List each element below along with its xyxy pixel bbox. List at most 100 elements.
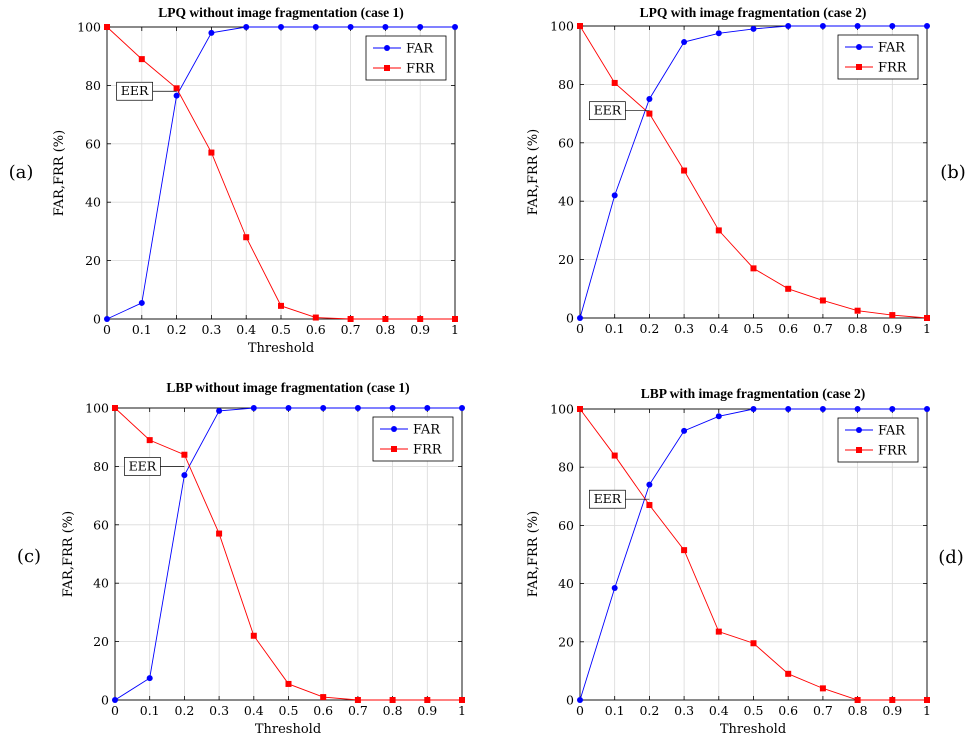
eer-label: EER xyxy=(594,491,622,506)
x-tick-label: 0.2 xyxy=(639,703,659,718)
y-tick-label: 40 xyxy=(85,195,101,210)
x-tick-label: 0.3 xyxy=(674,703,694,718)
eer-label: EER xyxy=(129,458,157,473)
x-axis-label: Threshold xyxy=(255,722,321,737)
y-tick-label: 60 xyxy=(85,136,101,151)
y-tick-label: 40 xyxy=(93,576,109,591)
y-tick-label: 40 xyxy=(558,576,574,591)
x-tick-label: 0.9 xyxy=(882,321,902,336)
data-point-frr xyxy=(389,697,396,703)
data-point-frr xyxy=(146,437,153,444)
data-point-far xyxy=(138,299,145,306)
data-point-frr xyxy=(250,632,257,639)
data-point-frr xyxy=(382,316,389,322)
data-point-frr xyxy=(785,285,792,292)
data-point-frr xyxy=(750,265,757,272)
legend-label-far: FAR xyxy=(413,423,441,438)
y-tick-label: 20 xyxy=(93,634,109,649)
y-tick-label: 100 xyxy=(85,401,109,416)
data-point-far xyxy=(112,697,118,703)
data-point-frr xyxy=(417,316,424,322)
data-point-far xyxy=(320,405,327,411)
data-point-far xyxy=(611,192,618,199)
data-point-frr xyxy=(889,697,896,703)
data-point-far xyxy=(715,30,722,37)
legend-label-frr: FRR xyxy=(406,62,436,77)
data-point-frr xyxy=(889,312,896,319)
chart-panel-b: 0 0.1 0.2 0.3 0.4 0.5 0.6 0.7 0.8 0.9 1 0 20 40 60 80 10… xyxy=(526,5,966,336)
x-tick-label: 1 xyxy=(923,321,931,336)
data-point-frr xyxy=(681,547,688,554)
chart-panel-c: 0 0.1 0.2 0.3 0.4 0.5 0.6 0.7 0.8 0.9 1 0 20 40 60 80 10… xyxy=(17,380,466,737)
y-tick-label: 80 xyxy=(85,78,101,93)
x-tick-label: 0.3 xyxy=(209,703,229,718)
data-point-far xyxy=(854,23,861,29)
legend-label-far: FAR xyxy=(878,424,906,439)
data-point-far xyxy=(452,24,458,30)
data-point-far xyxy=(750,25,757,32)
data-point-frr xyxy=(452,316,458,322)
data-point-far xyxy=(389,405,396,411)
data-point-far xyxy=(382,24,389,30)
legend xyxy=(837,34,919,80)
x-tick-label: 0.6 xyxy=(778,703,798,718)
data-point-frr xyxy=(646,110,653,117)
x-tick-label: 0.6 xyxy=(313,703,333,718)
data-point-frr xyxy=(208,149,215,156)
x-tick-label: 0.5 xyxy=(271,322,291,337)
data-point-far xyxy=(819,406,826,412)
data-point-frr xyxy=(138,56,145,63)
data-point-frr xyxy=(285,680,292,687)
data-point-frr xyxy=(354,697,361,703)
eer-label-box xyxy=(124,457,161,476)
data-point-frr xyxy=(347,316,354,322)
y-tick-label: 100 xyxy=(550,402,574,417)
data-point-far xyxy=(208,29,215,36)
data-point-frr xyxy=(681,167,688,174)
data-point-frr xyxy=(424,697,431,703)
data-point-far xyxy=(646,96,653,102)
data-point-frr xyxy=(715,227,722,234)
x-tick-label: 0.8 xyxy=(375,322,395,337)
data-point-far xyxy=(681,39,688,46)
x-tick-label: 0 xyxy=(111,703,119,718)
y-tick-label: 0 xyxy=(93,312,101,327)
legend-marker-frr xyxy=(391,446,397,452)
data-point-frr xyxy=(646,502,653,509)
x-tick-label: 0 xyxy=(576,321,584,336)
data-point-far xyxy=(285,405,292,411)
x-tick-label: 0.7 xyxy=(341,322,361,337)
x-axis-label: Threshold xyxy=(248,341,314,356)
x-tick-label: 0.8 xyxy=(848,321,868,336)
data-point-frr xyxy=(611,452,618,459)
legend xyxy=(372,416,454,462)
data-point-far xyxy=(750,406,757,412)
x-tick-label: 0.2 xyxy=(639,321,659,336)
x-tick-label: 0.1 xyxy=(132,322,152,337)
data-point-far xyxy=(354,405,361,411)
x-tick-label: 0.4 xyxy=(709,321,729,336)
x-tick-label: 0.9 xyxy=(410,322,430,337)
data-point-frr xyxy=(750,640,757,647)
data-point-far xyxy=(577,315,583,321)
data-point-far xyxy=(417,24,424,30)
y-tick-label: 40 xyxy=(558,194,574,209)
y-axis-label: FAR,FRR (%) xyxy=(526,129,541,215)
x-tick-label: 0 xyxy=(576,703,584,718)
chart-panel-a: 0 0.1 0.2 0.3 0.4 0.5 0.6 0.7 0.8 0.9 1 0 20 40 60 80 10… xyxy=(9,5,459,356)
chart-title: LPQ with image fragmentation (case 2) xyxy=(640,5,867,20)
data-point-frr xyxy=(854,697,861,703)
legend xyxy=(365,35,447,81)
panel-letter: (d) xyxy=(938,547,964,568)
data-point-frr xyxy=(854,307,861,314)
data-point-far xyxy=(646,481,653,488)
x-tick-label: 0.4 xyxy=(236,322,256,337)
y-tick-label: 100 xyxy=(550,19,574,34)
data-point-far xyxy=(819,23,826,29)
data-point-frr xyxy=(173,85,180,92)
legend-label-frr: FRR xyxy=(878,61,908,76)
x-tick-label: 0.2 xyxy=(167,322,187,337)
eer-label: EER xyxy=(121,83,149,98)
data-point-far xyxy=(146,675,153,682)
data-point-frr xyxy=(104,24,110,30)
